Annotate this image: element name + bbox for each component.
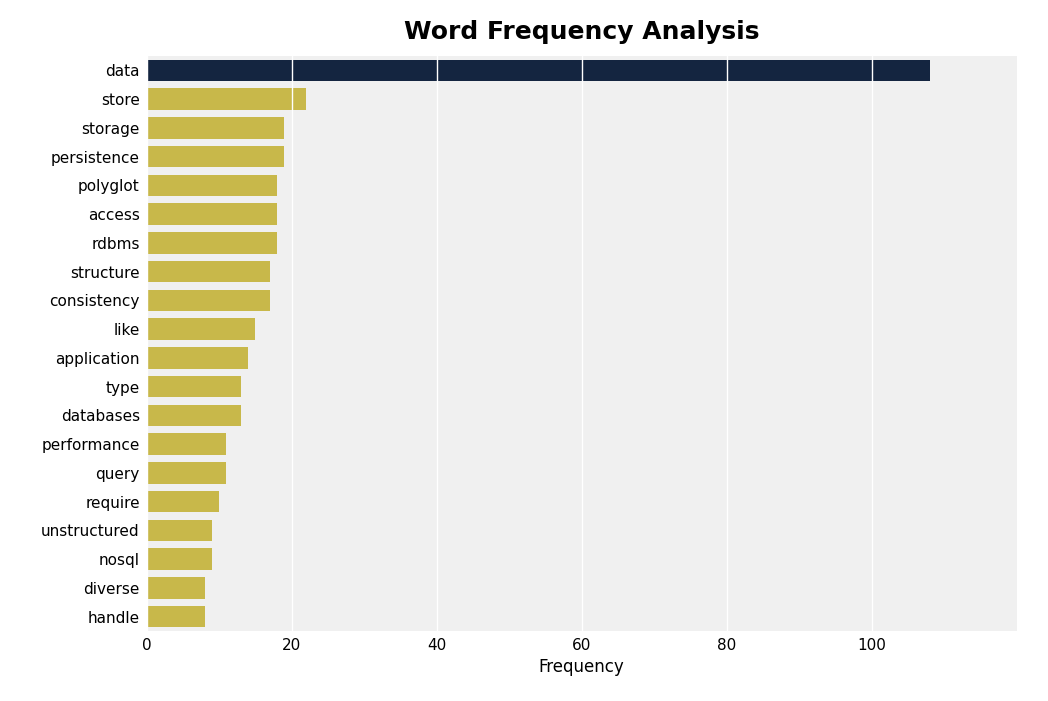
Bar — [147, 203, 277, 225]
Bar — [147, 577, 204, 599]
Bar — [147, 88, 306, 110]
Bar — [147, 117, 284, 139]
Bar — [147, 261, 270, 283]
Bar — [147, 175, 277, 196]
Bar — [147, 60, 930, 81]
X-axis label: Frequency: Frequency — [539, 658, 625, 676]
Bar — [147, 519, 212, 541]
Bar — [147, 376, 241, 397]
Bar — [147, 462, 226, 484]
Bar — [147, 290, 270, 311]
Bar — [147, 433, 226, 455]
Bar — [147, 146, 284, 168]
Bar — [147, 491, 219, 512]
Bar — [147, 347, 248, 369]
Bar — [147, 404, 241, 426]
Bar — [147, 548, 212, 570]
Bar — [147, 606, 204, 627]
Bar — [147, 318, 256, 340]
Title: Word Frequency Analysis: Word Frequency Analysis — [403, 20, 760, 44]
Bar — [147, 232, 277, 254]
